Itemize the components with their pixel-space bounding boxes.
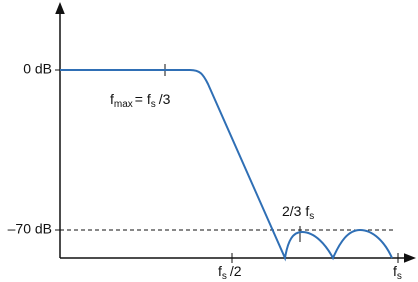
two-thirds-label: 2/3 fs <box>282 203 314 222</box>
text: /3 <box>159 91 171 107</box>
half-label: fs/2 <box>218 263 242 282</box>
text: s <box>309 211 314 222</box>
text: s <box>222 271 227 282</box>
text: s <box>397 271 402 282</box>
y-label: 0 dB <box>23 61 52 77</box>
text: f <box>393 263 397 279</box>
text: s <box>151 99 156 110</box>
text: f <box>110 91 114 107</box>
response-curve <box>60 69 393 262</box>
text: f <box>218 263 222 279</box>
y-label: –70 dB <box>8 221 52 237</box>
text: max <box>114 99 133 110</box>
text: = f <box>135 91 151 107</box>
text: 2/3 f <box>282 203 309 219</box>
fmax-label: fmax = fs/3 <box>110 91 171 110</box>
fs-label: fs <box>393 263 402 282</box>
text: /2 <box>230 263 242 279</box>
